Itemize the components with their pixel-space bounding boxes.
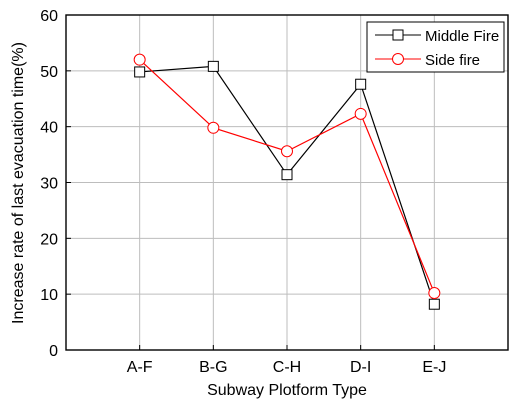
x-tick-label: E-J: [422, 359, 446, 376]
y-tick-label: 0: [49, 343, 58, 360]
legend-label-side-fire: Side fire: [425, 52, 480, 69]
y-tick-label: 50: [40, 64, 58, 81]
data-point-middle-fire: [134, 66, 146, 78]
x-tick-label: B-G: [199, 359, 227, 376]
data-point-side-fire: [133, 53, 146, 66]
data-point-side-fire: [428, 287, 441, 300]
y-tick-label: 20: [40, 231, 58, 248]
data-point-side-fire: [281, 145, 293, 158]
x-axis-ticks: A-F B-G C-H D-I E-J: [127, 345, 446, 376]
y-tick-label: 30: [40, 176, 58, 193]
legend-marker-middle-fire: [392, 29, 404, 41]
y-tick-label: 10: [40, 287, 58, 304]
data-point-middle-fire: [281, 169, 293, 181]
data-point-middle-fire: [355, 78, 367, 90]
x-tick-label: D-I: [350, 359, 371, 376]
data-point-side-fire: [354, 107, 367, 120]
y-axis-title: Increase rate of last evacuation time(%): [10, 42, 27, 324]
x-tick-label: C-H: [273, 359, 301, 376]
data-point-side-fire: [207, 121, 220, 134]
legend-box: [366, 21, 505, 73]
data-point-middle-fire: [207, 60, 219, 72]
y-tick-label: 60: [40, 8, 58, 25]
series-layer: [133, 53, 441, 310]
legend-marker-side-fire: [392, 53, 404, 65]
data-point-middle-fire: [428, 298, 440, 310]
y-tick-label: 40: [40, 120, 58, 137]
legend: Middle Fire Side fire: [366, 21, 505, 73]
y-axis-ticks: 0 10 20 30 40 50 60: [40, 8, 71, 360]
x-axis-title: Subway Plotform Type: [207, 382, 367, 399]
legend-label-middle-fire: Middle Fire: [425, 28, 499, 45]
x-tick-label: A-F: [127, 359, 153, 376]
